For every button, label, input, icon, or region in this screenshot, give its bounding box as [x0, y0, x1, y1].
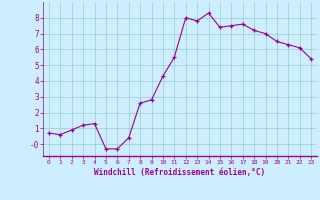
- X-axis label: Windchill (Refroidissement éolien,°C): Windchill (Refroidissement éolien,°C): [94, 168, 266, 177]
